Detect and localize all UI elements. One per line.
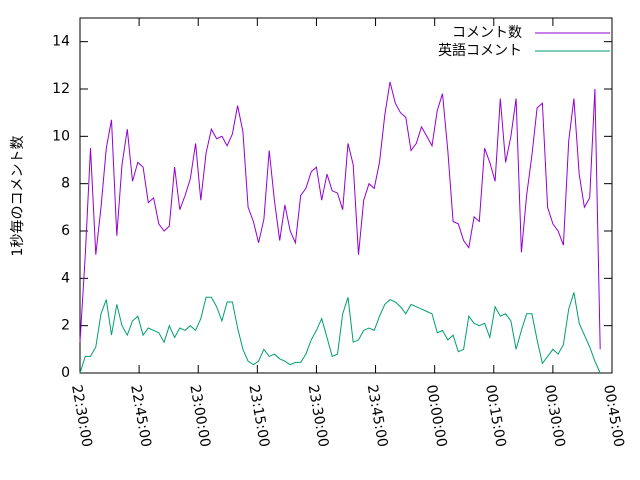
y-tick-label: 10: [52, 128, 70, 144]
line-series: [79, 292, 601, 374]
legend-label: 英語コメント: [438, 42, 522, 59]
plot-border: [79, 17, 613, 374]
y-tick-label: 4: [61, 270, 70, 286]
legend-label: コメント数: [452, 25, 522, 41]
y-tick-label: 8: [61, 176, 70, 192]
y-axis-label: 1秒毎のコメント数: [10, 136, 26, 257]
y-tick-label: 14: [52, 34, 70, 50]
y-tick-label: 2: [61, 318, 70, 334]
y-tick-label: 6: [61, 223, 70, 239]
y-tick-label: 12: [52, 81, 70, 97]
line-series: [79, 81, 601, 350]
y-tick-label: 0: [61, 365, 70, 381]
